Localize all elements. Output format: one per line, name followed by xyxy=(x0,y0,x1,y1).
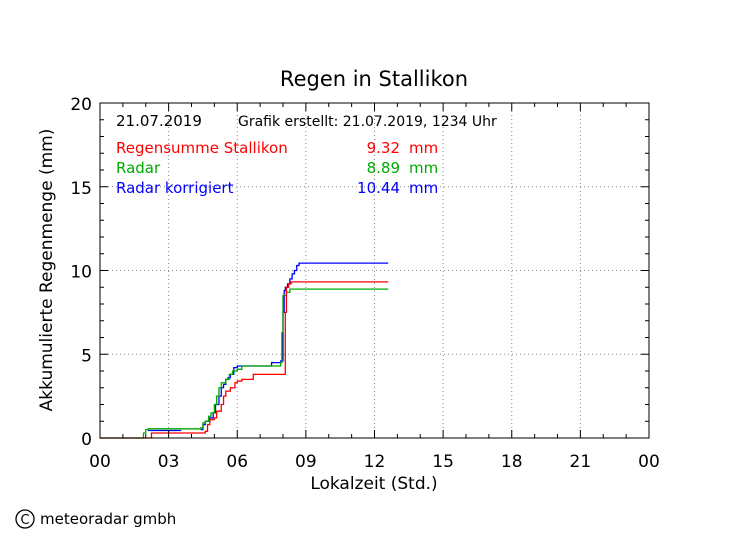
y-tick-label: 20 xyxy=(70,95,92,115)
legend-unit: mm xyxy=(409,139,438,157)
y-tick-label: 15 xyxy=(70,179,92,199)
x-tick-label: 12 xyxy=(364,452,386,472)
x-tick-label: 09 xyxy=(295,452,317,472)
footer-company: meteoradar gmbh xyxy=(40,510,176,528)
x-axis-label: Lokalzeit (Std.) xyxy=(310,474,437,494)
x-tick-label: 00 xyxy=(89,452,111,472)
info-created: Grafik erstellt: 21.07.2019, 1234 Uhr xyxy=(238,114,497,130)
legend-label: Radar xyxy=(116,159,161,177)
y-tick-label: 5 xyxy=(81,346,92,366)
x-tick-label: 00 xyxy=(638,452,660,472)
x-tick-labels: 00 03 06 09 12 15 18 21 00 xyxy=(89,452,660,472)
legend: Regensumme Stallikon 9.32 mm Radar 8.89 mm Rad… xyxy=(116,139,438,197)
info-date: 21.07.2019 xyxy=(116,112,202,130)
x-tick-label: 06 xyxy=(226,452,248,472)
legend-unit: mm xyxy=(409,179,438,197)
ticks xyxy=(99,102,650,439)
series-line-radar xyxy=(100,288,389,439)
series-group xyxy=(100,262,389,439)
y-axis-label: Akkumulierte Regenmenge (mm) xyxy=(37,129,57,412)
x-tick-label: 03 xyxy=(158,452,180,472)
y-tick-label: 0 xyxy=(81,430,92,450)
y-tick-label: 10 xyxy=(70,263,92,283)
legend-value: 10.44 xyxy=(357,179,400,197)
copyright-letter: C xyxy=(20,513,29,528)
footer: C meteoradar gmbh xyxy=(15,509,176,529)
legend-label: Radar korrigiert xyxy=(116,179,234,197)
legend-label: Regensumme Stallikon xyxy=(116,139,288,157)
x-tick-label: 21 xyxy=(570,452,592,472)
chart-title: Regen in Stallikon xyxy=(280,67,468,91)
legend-value: 9.32 xyxy=(367,139,400,157)
series-line-radar-korrigiert xyxy=(200,262,389,431)
y-tick-labels: 0 5 10 15 20 xyxy=(70,95,92,450)
copyright-icon xyxy=(15,509,35,529)
legend-value: 8.89 xyxy=(367,159,400,177)
x-tick-label: 15 xyxy=(432,452,454,472)
x-tick-label: 18 xyxy=(501,452,523,472)
legend-unit: mm xyxy=(409,159,438,177)
series-line-regensumme-stallikon xyxy=(100,281,389,439)
